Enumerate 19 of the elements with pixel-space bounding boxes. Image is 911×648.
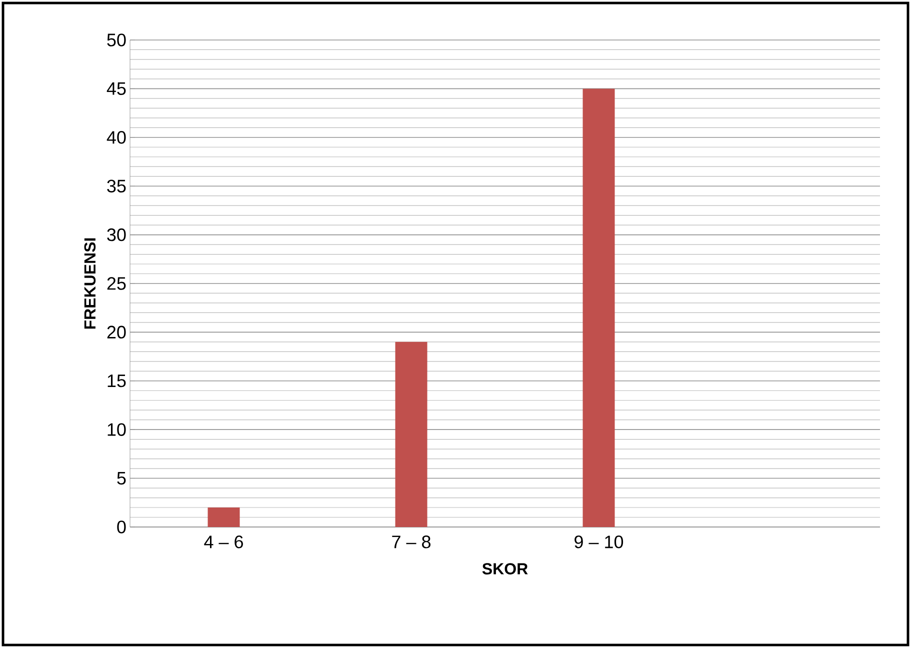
x-tick-label: 9 – 10 — [574, 536, 624, 548]
x-axis-title: SKOR — [482, 563, 528, 574]
y-tick-label: 10 — [108, 423, 126, 436]
y-tick-label: 20 — [107, 326, 126, 339]
y-tick-label: 40 — [106, 131, 126, 144]
y-tick-label: 15 — [108, 374, 126, 388]
y-tick-label: 5 — [117, 472, 126, 485]
y-tick-label: 35 — [107, 180, 126, 192]
y-axis-title: FREKUENSI — [84, 238, 96, 329]
y-tick-label: 45 — [106, 82, 126, 95]
bar — [208, 508, 240, 527]
bar — [582, 88, 615, 527]
bar — [395, 342, 428, 527]
y-tick-label: 30 — [107, 228, 126, 242]
y-tick-label: 50 — [107, 34, 126, 46]
x-tick-label: 7 – 8 — [392, 536, 430, 548]
y-tick-label: 25 — [107, 277, 126, 290]
x-tick-label: 4 – 6 — [204, 536, 243, 548]
y-tick-label: 0 — [117, 520, 126, 534]
